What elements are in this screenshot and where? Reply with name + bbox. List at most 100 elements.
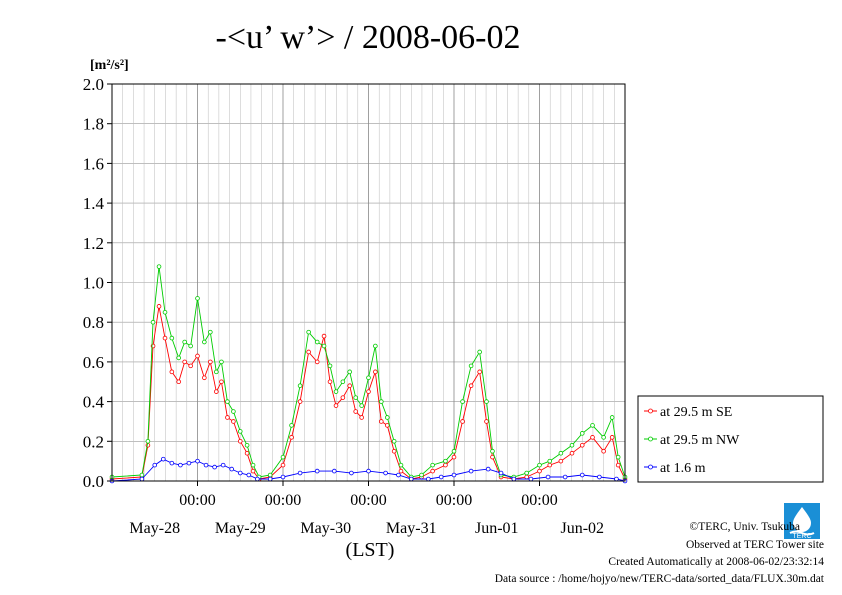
data-point (484, 399, 489, 404)
data-point (460, 399, 465, 404)
chart-title: -<u’ w’> / 2008-06-02 (216, 19, 521, 56)
y-tick-label: 0.2 (83, 432, 104, 451)
data-point (327, 363, 333, 369)
data-point (289, 423, 294, 428)
data-point (340, 395, 346, 400)
data-point (156, 304, 162, 309)
legend: at 29.5 m SE at 29.5 m NW at 1.6 m (637, 395, 824, 483)
data-point (225, 415, 230, 420)
data-point (347, 369, 352, 375)
data-point (379, 419, 384, 424)
x-date-label: May-31 (386, 520, 437, 537)
data-point (359, 403, 364, 408)
x-date-label: Jun-02 (560, 520, 604, 537)
data-point (609, 435, 615, 440)
data-point (615, 462, 621, 468)
data-point (545, 474, 551, 480)
data-point (333, 389, 339, 394)
data-point (321, 333, 327, 339)
data-point (297, 399, 303, 404)
copyright-text: ©TERC, Univ. Tsukuba (689, 521, 800, 533)
data-point (579, 472, 585, 478)
data-point (385, 415, 390, 420)
data-point (451, 448, 457, 454)
legend-label: at 1.6 m (660, 461, 706, 476)
data-point (430, 462, 435, 468)
data-point (214, 389, 219, 394)
data-point (289, 435, 294, 440)
x-tick-time-label: 00:00 (265, 492, 301, 509)
y-tick-label: 0.6 (83, 353, 104, 372)
data-point (237, 470, 243, 476)
data-point (152, 462, 158, 468)
data-point (468, 383, 474, 389)
data-point (250, 468, 256, 474)
data-point (280, 474, 286, 480)
data-point (373, 369, 378, 375)
data-point (208, 329, 213, 335)
data-point (306, 349, 311, 355)
data-point (366, 375, 371, 381)
data-point (176, 355, 181, 361)
y-tick-label: 0.8 (83, 313, 104, 332)
y-axis-unit: [m²/s²] (90, 58, 129, 73)
x-tick-time-label: 00:00 (521, 492, 557, 509)
data-point (333, 403, 339, 408)
data-point (601, 435, 606, 440)
data-point (229, 466, 235, 472)
data-point (237, 438, 243, 444)
data-point (353, 409, 358, 414)
data-point (477, 349, 482, 355)
data-point (195, 353, 200, 359)
data-point (280, 462, 286, 468)
data-point (186, 460, 192, 466)
data-point (547, 458, 553, 464)
data-point (391, 438, 397, 444)
data-point (280, 454, 286, 460)
data-point (219, 379, 224, 385)
x-tick-time-label: 00:00 (436, 492, 472, 509)
data-point (297, 470, 303, 476)
data-point (468, 468, 474, 474)
data-point (169, 460, 175, 466)
y-tick-label: 1.4 (83, 194, 105, 213)
data-point (524, 474, 529, 480)
data-point (615, 454, 621, 460)
series-layer (109, 264, 628, 484)
data-point (366, 389, 371, 394)
data-point (569, 450, 575, 456)
data-point (139, 476, 145, 482)
data-point (590, 423, 595, 428)
data-point (498, 470, 504, 476)
data-point (327, 379, 333, 385)
y-tick-label: 1.8 (83, 115, 104, 134)
data-point (267, 476, 273, 482)
data-point (451, 454, 457, 460)
data-point (347, 383, 352, 389)
data-point (212, 464, 217, 470)
data-point (314, 359, 320, 365)
data-point (451, 472, 457, 478)
data-point (220, 462, 226, 468)
data-point (331, 468, 337, 474)
data-point (468, 363, 474, 369)
data-point (314, 468, 320, 474)
y-tick-label: 2.0 (83, 75, 104, 94)
y-tick-label: 1.0 (83, 274, 104, 293)
data-point (438, 474, 444, 480)
data-point (306, 329, 311, 335)
y-tick-label: 1.2 (83, 234, 104, 253)
x-tick-time-label: 00:00 (179, 492, 215, 509)
series-2 (109, 264, 628, 480)
y-ticks: 0.0 0.2 0.4 0.6 0.8 1.0 1.2 1.4 1.6 1.8 2.0 (83, 75, 112, 491)
y-tick-label: 0.0 (83, 472, 104, 491)
x-axis-label: (LST) (346, 539, 395, 561)
data-point (524, 470, 529, 476)
data-point (443, 462, 448, 468)
data-point (176, 379, 181, 385)
x-date-label: May-30 (300, 520, 351, 537)
data-point (231, 419, 236, 424)
data-point (321, 343, 327, 349)
data-point (485, 466, 491, 472)
data-point (244, 442, 250, 448)
